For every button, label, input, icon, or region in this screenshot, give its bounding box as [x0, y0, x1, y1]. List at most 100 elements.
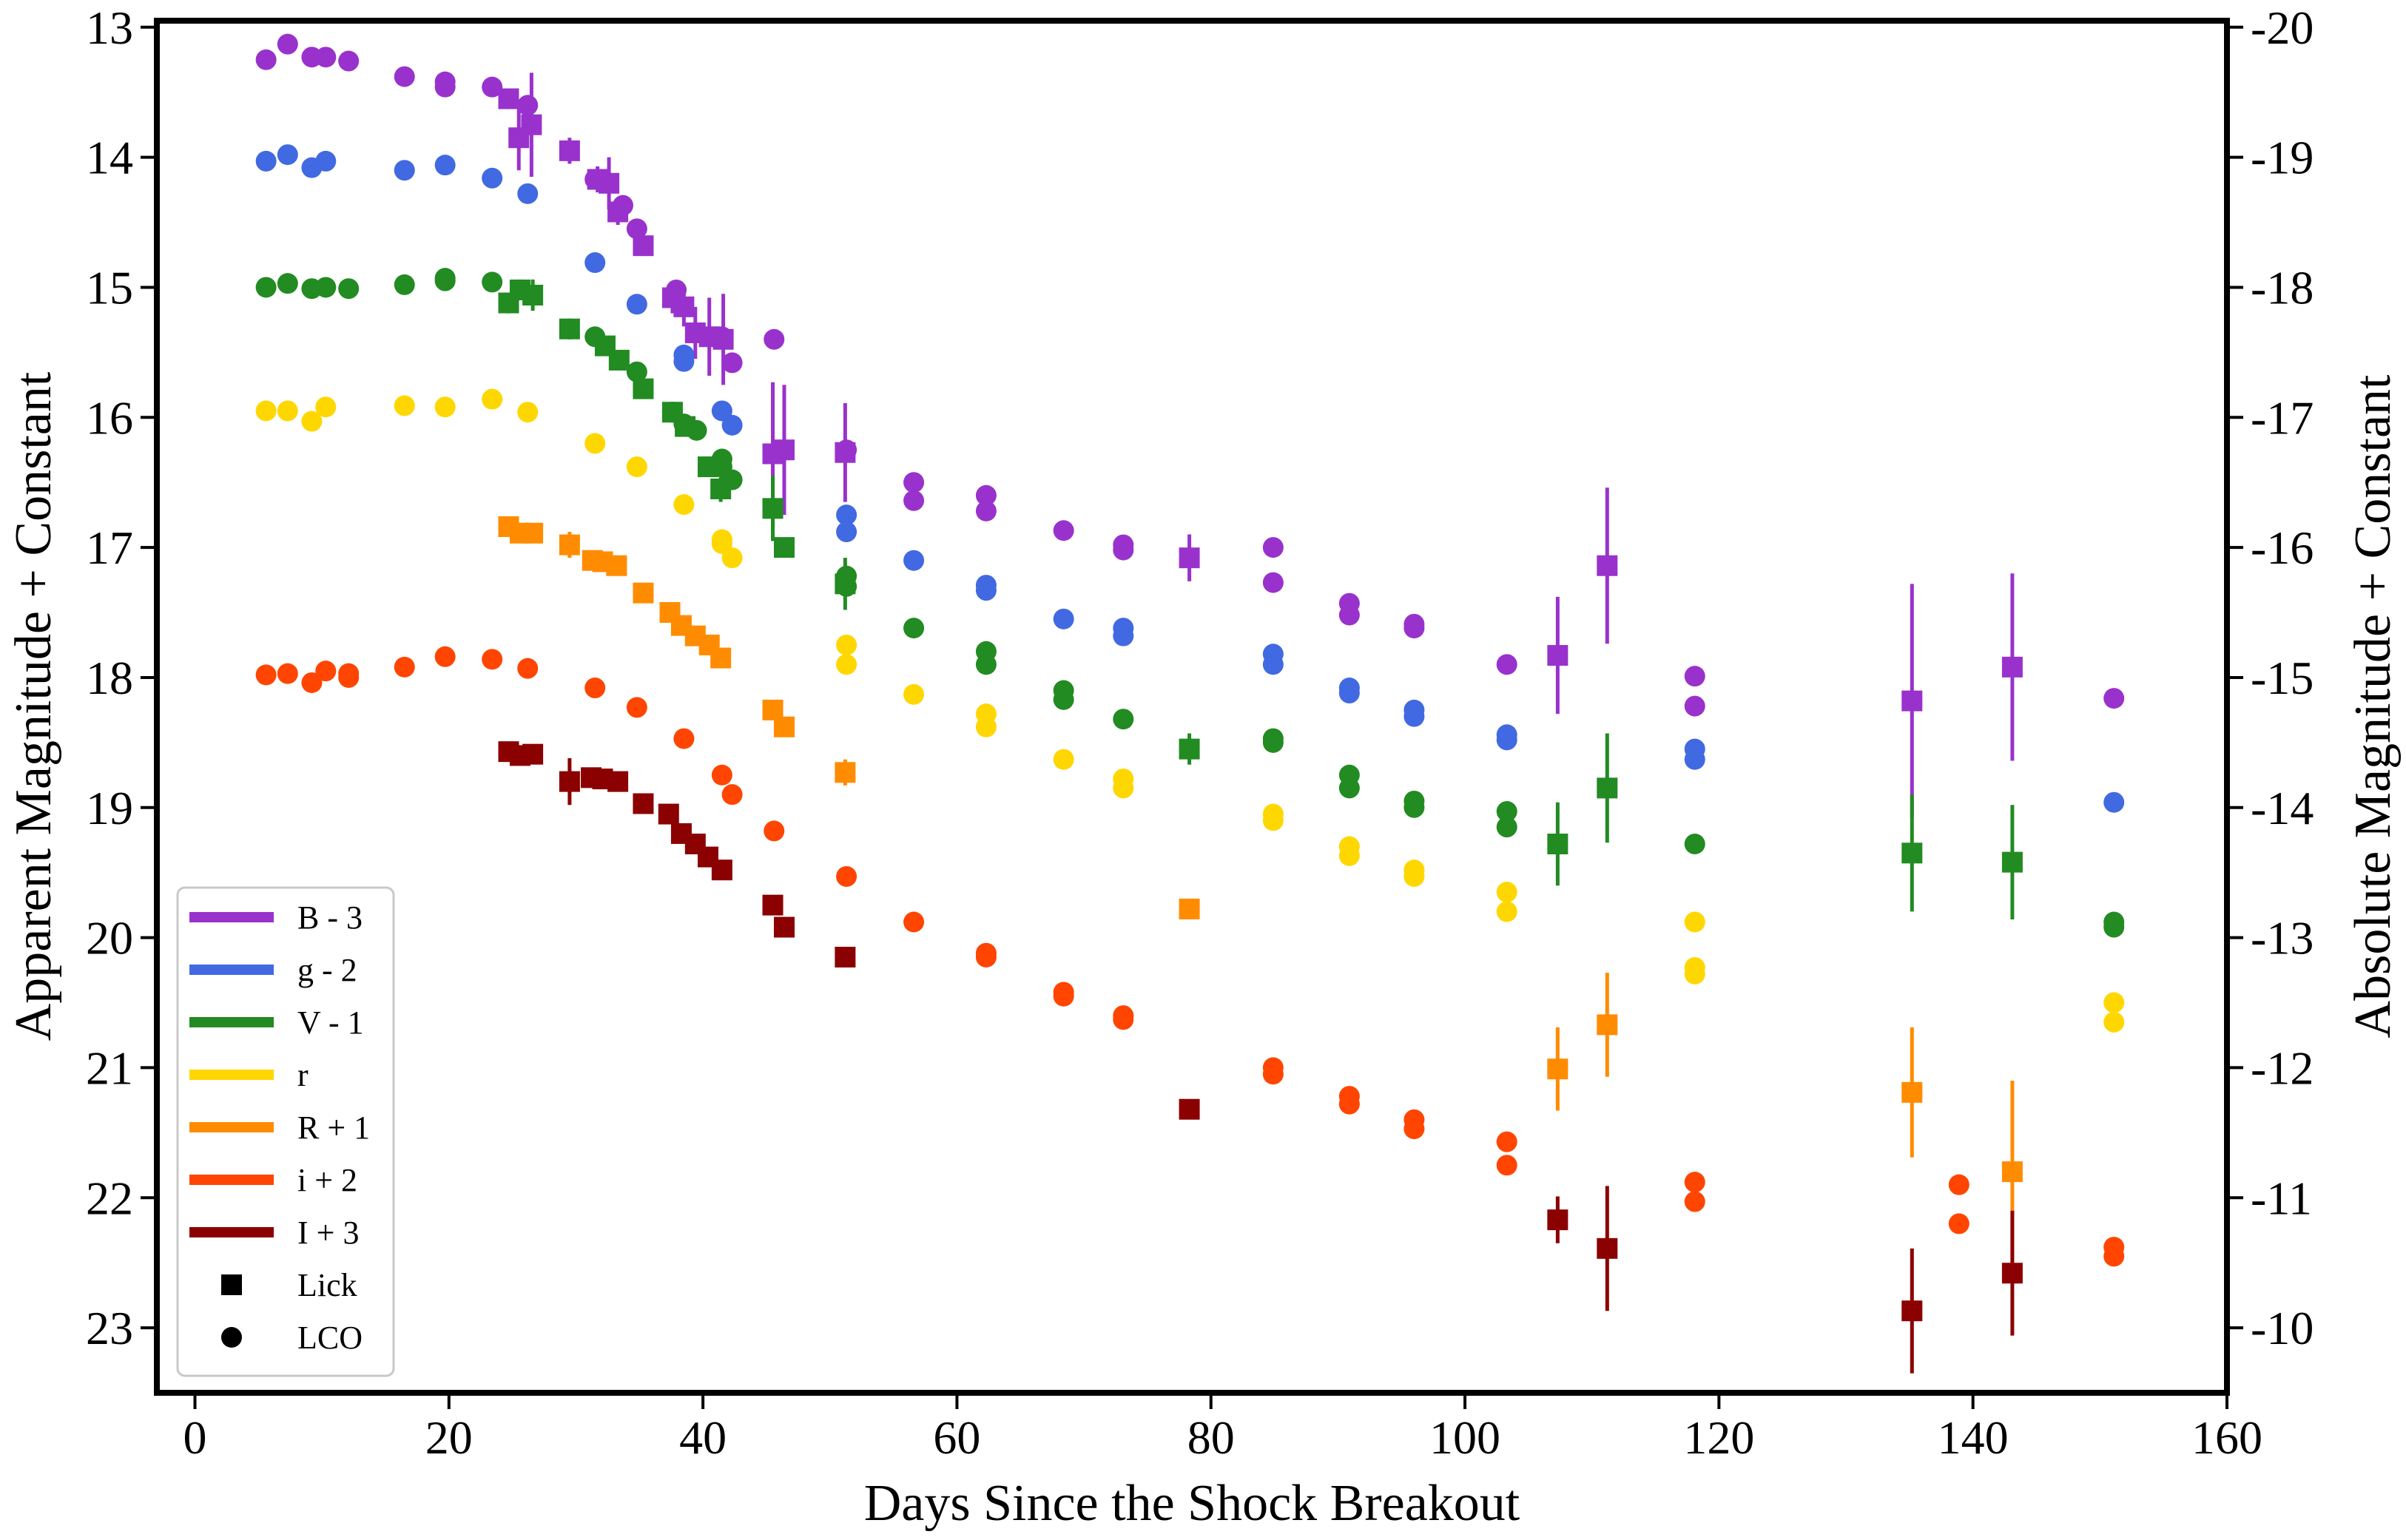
- data-point-lco: [394, 395, 415, 416]
- data-point-lick: [2001, 1263, 2023, 1284]
- data-point-lco: [434, 396, 456, 418]
- data-point-lco: [721, 547, 743, 569]
- data-point-lco: [482, 388, 503, 410]
- data-point-lco: [711, 400, 732, 422]
- data-point-lick: [633, 235, 654, 257]
- series-v-1: [255, 268, 2125, 938]
- data-point-lco: [903, 683, 925, 705]
- x-tick-label: 60: [933, 1411, 980, 1464]
- legend-box: [176, 886, 395, 1377]
- x-tick-label: 140: [1938, 1411, 2009, 1464]
- y-tick-label: 15: [86, 261, 133, 314]
- y-axis-right-title: Absolute Magnitude + Constant: [2345, 374, 2402, 1038]
- y-tick-label: 13: [86, 1, 133, 54]
- data-point-lco: [1684, 834, 1705, 854]
- data-point-lco: [1338, 777, 1360, 799]
- x-axis: 0 20 40 60 80 100 120 140 160: [183, 1393, 2262, 1464]
- y-axis-left: 13 14 15 16 17 18 19 20 21 22 23: [86, 1, 157, 1354]
- data-point-lco: [1496, 882, 1517, 903]
- data-point-lco: [1053, 689, 1074, 710]
- data-point-lco: [764, 328, 785, 350]
- data-point-lick: [1547, 1209, 1568, 1231]
- data-point-lco: [626, 456, 647, 478]
- y2-tick-label: -15: [2251, 652, 2314, 704]
- data-point-lco: [584, 678, 606, 699]
- x-tick-label: 20: [425, 1411, 473, 1464]
- data-point-lick: [773, 716, 795, 737]
- data-point-lco: [1496, 901, 1517, 922]
- data-point-lco: [482, 271, 503, 293]
- data-point-lco: [394, 274, 415, 295]
- data-point-lco: [836, 504, 857, 526]
- data-point-lco: [315, 150, 337, 172]
- y-axis-right: -20 -19 -18 -17 -16 -15 -14 -13 -12 -11 -10: [2227, 1, 2314, 1354]
- legend-marker-circle: [221, 1327, 242, 1348]
- data-point-lco: [277, 663, 298, 684]
- data-point-lick: [1597, 1014, 1618, 1036]
- data-point-lco: [721, 352, 743, 374]
- data-point-lco: [277, 33, 298, 55]
- data-point-lco: [1113, 1009, 1134, 1030]
- data-point-lick: [607, 771, 629, 792]
- data-point-lco: [482, 649, 503, 670]
- data-point-lco: [434, 76, 456, 98]
- data-point-lco: [903, 618, 925, 639]
- data-point-lick: [522, 285, 544, 305]
- data-point-lco: [1496, 729, 1517, 751]
- data-point-lco: [315, 396, 337, 418]
- data-point-lco: [255, 277, 277, 298]
- x-tick-label: 160: [2191, 1411, 2262, 1464]
- data-point-lick: [773, 537, 795, 558]
- data-point-lco: [315, 277, 337, 298]
- data-point-lick: [2001, 851, 2023, 873]
- x-tick-label: 100: [1429, 1411, 1500, 1464]
- y-tick-label: 23: [86, 1302, 133, 1354]
- data-point-lick: [1901, 1300, 1923, 1322]
- data-point-lco: [1948, 1213, 1969, 1235]
- data-point-lco: [673, 728, 695, 749]
- data-point-lco: [1496, 654, 1517, 675]
- data-point-lco: [1684, 963, 1705, 985]
- data-point-lco: [975, 500, 997, 521]
- data-point-lco: [482, 76, 503, 98]
- data-point-lco: [255, 150, 277, 172]
- data-point-lco: [2103, 688, 2125, 709]
- data-point-lick: [675, 416, 696, 437]
- x-tick-label: 120: [1683, 1411, 1754, 1464]
- data-point-lco: [626, 218, 647, 240]
- data-point-lick: [762, 498, 784, 519]
- data-point-lick: [710, 647, 732, 669]
- data-point-lco: [1684, 1172, 1705, 1193]
- data-point-lick: [1597, 777, 1618, 799]
- series-i-3: [498, 741, 2023, 1374]
- data-point-lco: [975, 484, 997, 506]
- data-point-lco: [1113, 777, 1134, 799]
- data-point-lco: [711, 533, 732, 554]
- data-point-lick: [633, 378, 654, 399]
- data-point-lco: [1338, 604, 1360, 626]
- y2-tick-label: -12: [2251, 1041, 2314, 1094]
- data-point-lick: [1179, 547, 1200, 569]
- data-point-lco: [903, 472, 925, 493]
- data-point-lco: [903, 490, 925, 511]
- y2-tick-label: -11: [2251, 1172, 2312, 1224]
- data-point-lco: [255, 400, 277, 422]
- y2-tick-label: -19: [2251, 132, 2314, 184]
- data-point-lick: [521, 114, 542, 135]
- y2-tick-label: -16: [2251, 521, 2314, 574]
- data-point-lick: [559, 140, 580, 161]
- y2-tick-label: -14: [2251, 782, 2314, 834]
- y-tick-label: 14: [86, 132, 133, 184]
- data-point-lco: [711, 764, 732, 786]
- y-tick-label: 20: [86, 912, 133, 965]
- series-g-2: [255, 144, 2125, 813]
- data-point-lick: [522, 743, 544, 765]
- data-point-lco: [2103, 791, 2125, 813]
- data-point-lco: [1684, 695, 1705, 717]
- data-point-lco: [1404, 706, 1425, 727]
- legend-label: r: [297, 1057, 309, 1093]
- data-point-lick: [559, 534, 580, 555]
- data-point-lco: [2103, 1246, 2125, 1267]
- data-point-lco: [1684, 749, 1705, 770]
- legend-label: B - 3: [297, 899, 363, 936]
